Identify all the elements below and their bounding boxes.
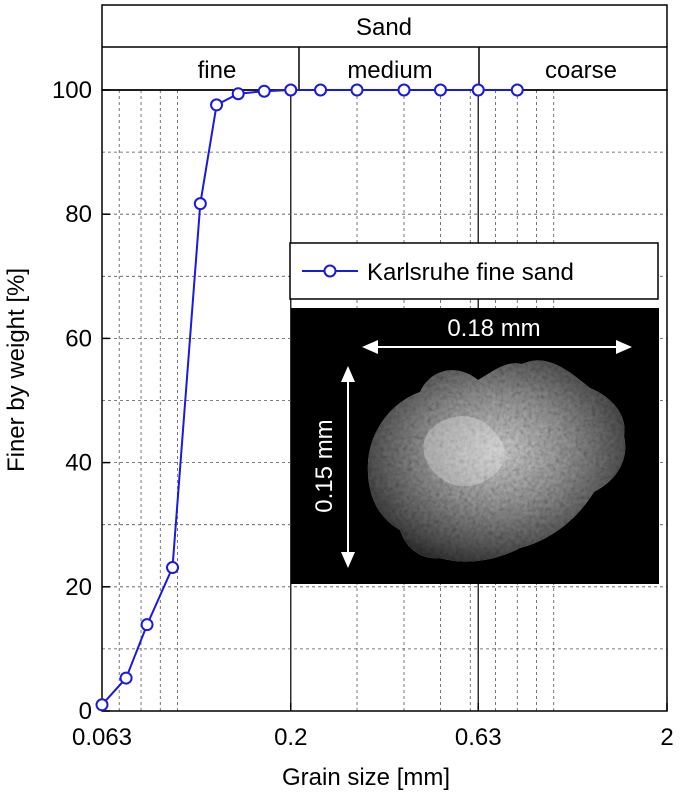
legend-marker-sample [323,264,337,278]
data-point [95,698,109,712]
header-coarse-label: coarse [545,57,617,84]
x-axis-title: Grain size [mm] [282,764,450,791]
data-point [314,83,328,97]
y-tick-label: 0 [79,698,92,725]
x-tick-label: 2 [660,724,673,751]
data-point [397,83,411,97]
x-tick-label: 0.2 [274,724,307,751]
data-point [210,98,224,112]
data-point [193,197,207,211]
y-tick-label: 40 [65,450,92,477]
y-axis-ticks: 0 20 40 60 80 100 [52,77,110,725]
legend-series-label: Karlsruhe fine sand [367,259,574,286]
header-fine-label: fine [198,57,237,84]
height-dimension-label: 0.15 mm [311,419,338,512]
data-point [257,84,271,98]
sand-grain-image [367,360,626,562]
sand-grain-photo: 0.18 mm 0.15 mm [291,308,659,584]
legend: Karlsruhe fine sand [289,242,659,300]
header-medium-label: medium [347,57,432,84]
data-point [284,83,298,97]
x-tick-label: 0.063 [72,724,132,751]
width-arrow-head-right [616,340,632,354]
data-point [510,83,524,97]
x-axis-ticks: 0.063 0.2 0.63 2 [72,703,674,751]
series-layer [95,83,524,712]
data-point [119,671,133,685]
data-point [166,561,180,575]
y-tick-label: 20 [65,574,92,601]
data-point [471,83,485,97]
width-dimension-label: 0.18 mm [447,315,540,342]
width-arrow-head-left [362,340,378,354]
grain-size-header: Sand fine medium coarse [101,4,668,91]
sand-grain-highlight [423,415,505,487]
y-tick-label: 80 [65,201,92,228]
data-point [140,618,154,632]
height-arrow-head-bottom [341,552,355,568]
header-title: Sand [356,14,412,41]
y-tick-label: 100 [52,77,92,104]
y-axis-title: Finer by weight [%] [3,268,30,472]
data-point [350,83,364,97]
y-tick-label: 60 [65,325,92,352]
x-tick-label: 0.63 [455,724,502,751]
data-point [231,87,245,101]
height-arrow-head-top [341,366,355,382]
data-point [433,83,447,97]
